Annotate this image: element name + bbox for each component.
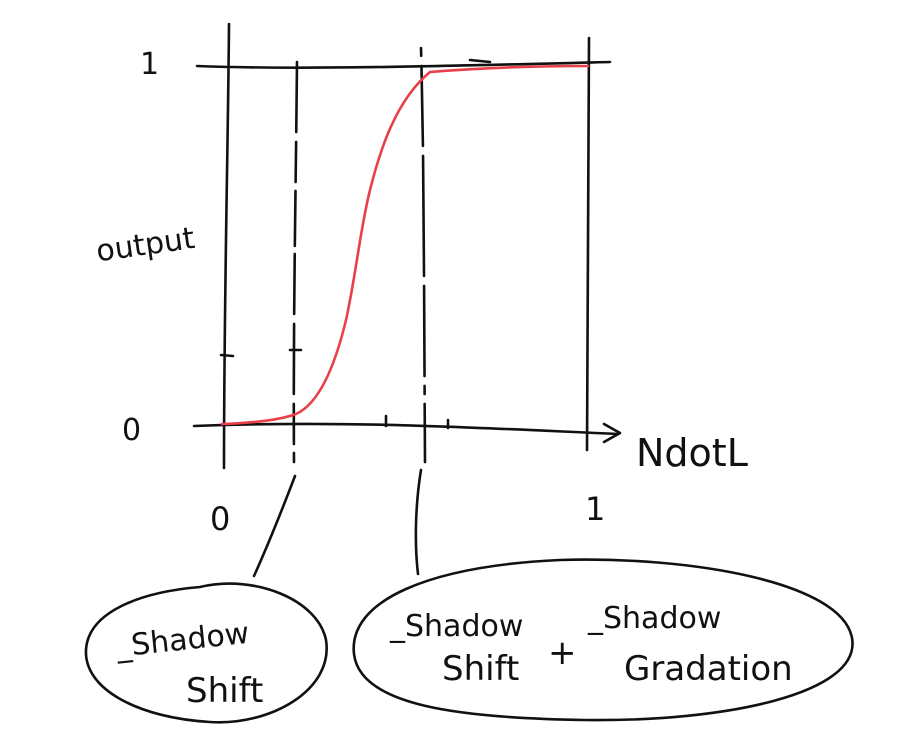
right-bubble-term-b-line1: _Shadow: [587, 601, 721, 636]
output-curve: [220, 64, 590, 426]
right-bubble-term-b-line2: Gradation: [624, 649, 793, 689]
right-bubble-operator: +: [548, 633, 577, 673]
shadow-shift-dashed-line: [292, 60, 299, 464]
left-bubble-line1: _Shadow: [114, 616, 251, 665]
shadow-shift-gradation-dashed-line: [419, 46, 427, 464]
x-axis-label: NdotL: [636, 431, 748, 475]
x-min-label: 0: [210, 500, 230, 538]
right-connector-line: [414, 468, 423, 576]
left-annotation-bubble: [84, 582, 328, 724]
y-axis-label: output: [94, 221, 197, 269]
x-max-label: 1: [585, 490, 605, 528]
x-axis-line: [192, 422, 620, 436]
tick-mark: [468, 58, 492, 64]
tick-mark: [219, 353, 235, 358]
y-min-label: 0: [122, 413, 141, 448]
left-bubble-line2: Shift: [186, 671, 263, 711]
x-axis-arrow-icon: [602, 422, 622, 444]
left-connector-line: [252, 474, 297, 578]
right-annotation-bubble: [352, 558, 854, 722]
x-one-vertical-line: [585, 36, 591, 452]
x-zero-vertical-line: [222, 22, 231, 470]
y-max-label: 1: [140, 47, 159, 82]
right-bubble-term-a-line2: Shift: [442, 649, 519, 689]
y-one-horizontal-line: [195, 60, 612, 69]
right-bubble-term-a-line1: _Shadow: [389, 609, 523, 644]
